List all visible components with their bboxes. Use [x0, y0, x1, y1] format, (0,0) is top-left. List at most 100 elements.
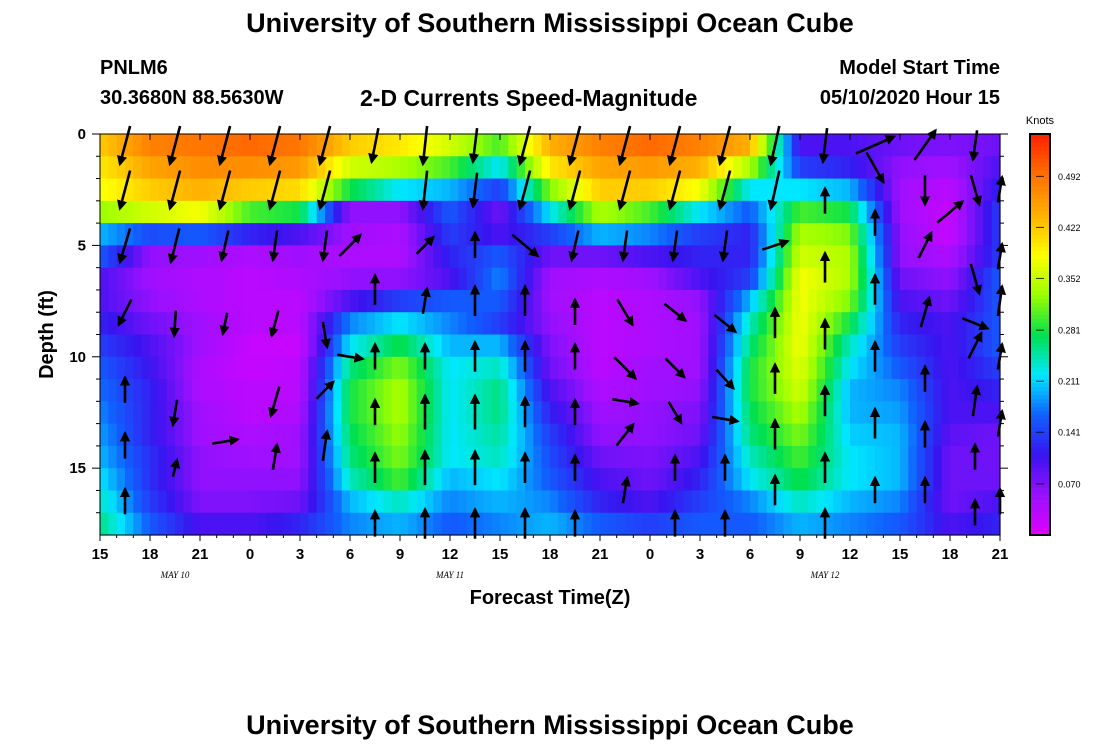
- heatmap-cell: [100, 356, 109, 380]
- heatmap-cell: [766, 334, 776, 358]
- heatmap-cell: [700, 445, 709, 469]
- heatmap-cell: [466, 267, 476, 291]
- heatmap-cell: [650, 334, 659, 358]
- heatmap-cell: [291, 312, 301, 336]
- heatmap-cell: [583, 223, 593, 246]
- heatmap-cell: [508, 379, 518, 402]
- heatmap-cell: [425, 490, 434, 514]
- heatmap-cell: [775, 200, 784, 224]
- heatmap-cell: [875, 312, 884, 336]
- heatmap-cell: [791, 312, 801, 336]
- current-vector: [969, 174, 983, 207]
- heatmap-cell: [666, 178, 676, 202]
- heatmap-cell: [658, 445, 668, 469]
- heatmap-cell: [683, 445, 693, 469]
- heatmap-cell: [366, 200, 376, 224]
- heatmap-cell: [808, 312, 818, 336]
- heatmap-cell: [675, 379, 684, 402]
- heatmap-cell: [950, 468, 959, 492]
- current-vector: [212, 435, 240, 446]
- heatmap-cell: [233, 379, 243, 402]
- current-vector: [855, 135, 897, 155]
- heatmap-cell: [375, 156, 384, 180]
- heatmap-cell: [325, 245, 334, 269]
- heatmap-cell: [191, 334, 201, 358]
- heatmap-cell: [216, 178, 226, 202]
- heatmap-cell: [391, 134, 401, 157]
- heatmap-cell: [441, 334, 451, 358]
- heatmap-cell: [133, 200, 143, 224]
- colorbar-segment: [1030, 322, 1050, 328]
- colorbar-segment: [1030, 158, 1050, 163]
- colorbar-segment: [1030, 294, 1050, 300]
- heatmap-cell: [591, 401, 601, 425]
- heatmap-cell: [258, 200, 268, 224]
- heatmap-cell: [958, 512, 968, 536]
- heatmap-cell: [266, 490, 276, 514]
- heatmap-cell: [300, 245, 309, 269]
- heatmap-cell: [541, 356, 551, 380]
- heatmap-cell: [941, 178, 951, 202]
- heatmap-cell: [500, 312, 509, 336]
- heatmap-cell: [825, 490, 834, 514]
- heatmap-cell: [716, 423, 726, 447]
- heatmap-cell: [558, 223, 568, 246]
- heatmap-cell: [700, 289, 709, 313]
- heatmap-cell: [158, 156, 168, 180]
- heatmap-cell: [591, 245, 601, 269]
- heatmap-cell: [883, 178, 893, 202]
- heatmap-cell: [825, 334, 834, 358]
- heatmap-cell: [991, 223, 1001, 246]
- heatmap-cell: [891, 178, 901, 202]
- heatmap-cell: [575, 289, 584, 313]
- heatmap-cell: [658, 200, 668, 224]
- heatmap-cell: [908, 490, 918, 514]
- heatmap-cell: [816, 334, 826, 358]
- heatmap-cell: [266, 289, 276, 313]
- heatmap-cell: [525, 423, 534, 447]
- heatmap-cell: [133, 423, 143, 447]
- heatmap-cell: [350, 267, 359, 291]
- heatmap-cell: [891, 512, 901, 536]
- heatmap-cell: [850, 312, 859, 336]
- heatmap-cell: [291, 289, 301, 313]
- heatmap-cell: [308, 468, 318, 492]
- heatmap-cell: [541, 312, 551, 336]
- heatmap-cell: [891, 401, 901, 425]
- heatmap-cell: [158, 312, 168, 336]
- heatmap-cell: [833, 401, 843, 425]
- heatmap-cell: [291, 134, 301, 157]
- heatmap-cell: [691, 134, 701, 157]
- heatmap-cell: [291, 445, 301, 469]
- heatmap-cell: [725, 245, 734, 269]
- heatmap-cell: [250, 401, 259, 425]
- heatmap-cell: [691, 379, 701, 402]
- heatmap-cell: [400, 468, 409, 492]
- colorbar-segment: [1030, 150, 1050, 155]
- heatmap-cell: [308, 200, 318, 224]
- heatmap-cell: [891, 445, 901, 469]
- heatmap-cell: [391, 267, 401, 291]
- heatmap-cell: [650, 423, 659, 447]
- heatmap-cell: [141, 468, 151, 492]
- heatmap-cell: [166, 178, 176, 202]
- colorbar-tick-label: 0.281: [1058, 326, 1081, 336]
- heatmap-cell: [175, 379, 184, 402]
- heatmap-cell: [566, 512, 576, 536]
- heatmap-cell: [525, 445, 534, 469]
- heatmap-cell: [850, 468, 859, 492]
- heatmap-cell: [833, 134, 843, 157]
- heatmap-cell: [425, 134, 434, 157]
- heatmap-cell: [700, 468, 709, 492]
- heatmap-cell: [825, 512, 834, 536]
- colorbar-segment: [1030, 274, 1050, 279]
- heatmap-cell: [441, 223, 451, 246]
- heatmap-cell: [791, 468, 801, 492]
- heatmap-cell: [250, 490, 259, 514]
- heatmap-cell: [383, 223, 393, 246]
- heatmap-cell: [725, 356, 734, 380]
- heatmap-cell: [291, 512, 301, 536]
- heatmap-cell: [600, 334, 609, 358]
- heatmap-cell: [541, 134, 551, 157]
- heatmap-cell: [433, 178, 443, 202]
